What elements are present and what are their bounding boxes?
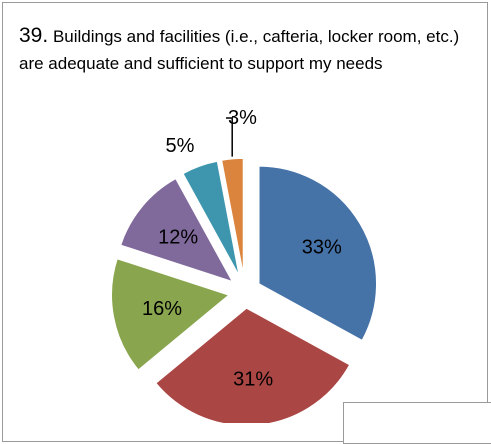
slice-label-3: 16% — [142, 298, 182, 320]
pie-slice-5 — [181, 160, 241, 278]
pie-slice-4 — [119, 177, 235, 284]
pie-slice-2 — [154, 307, 351, 423]
slice-label-5: 5% — [166, 135, 195, 157]
slice-label-6: 3% — [228, 107, 257, 129]
question-number: 39. — [19, 24, 49, 47]
pie-slice-1 — [258, 165, 378, 342]
slice-label-1: 33% — [302, 237, 342, 259]
leader-line — [226, 117, 233, 157]
pie-slice-6 — [220, 157, 245, 277]
slice-label-2: 31% — [233, 368, 273, 390]
pie-chart: 33% 31% 16% 12% 5% 3% — [110, 107, 378, 423]
question-text: Buildings and facilities (i.e., cafteria… — [19, 27, 460, 73]
legend-box — [343, 402, 491, 444]
pie-slice-3 — [110, 257, 231, 372]
chart-title: 39. Buildings and facilities (i.e., caft… — [19, 22, 469, 77]
slice-label-4: 12% — [158, 227, 198, 249]
